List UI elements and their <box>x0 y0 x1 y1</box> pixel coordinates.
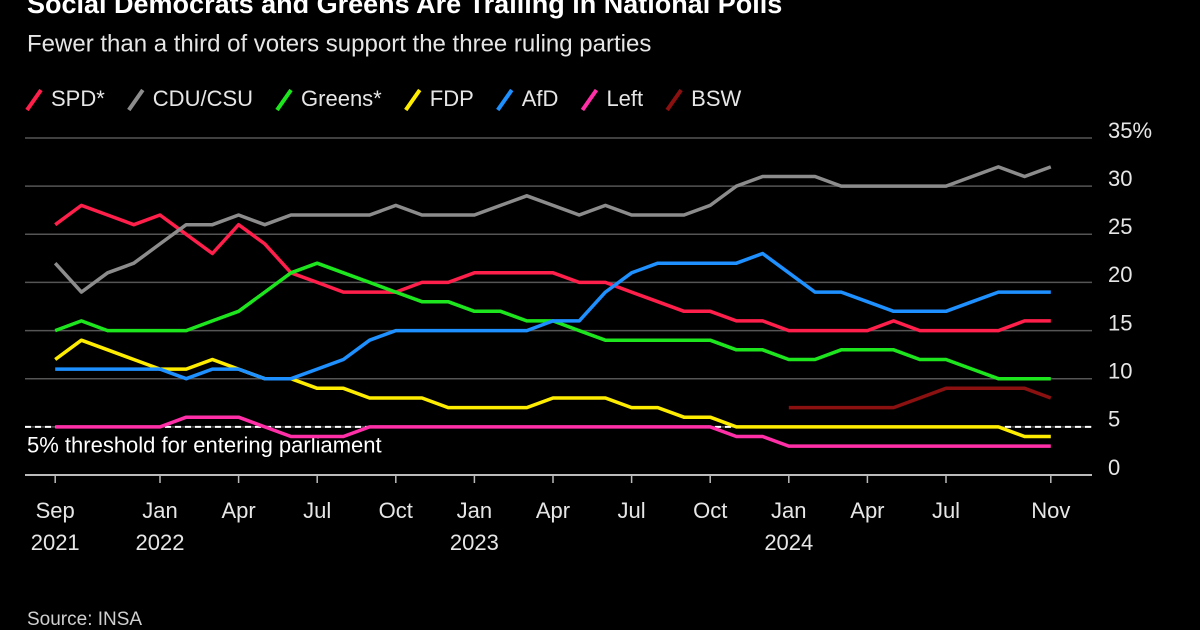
y-tick-label: 0 <box>1108 455 1120 480</box>
legend-label: FDP <box>430 86 474 111</box>
chart-subtitle: Fewer than a third of voters support the… <box>27 30 651 57</box>
chart-title: Social Democrats and Greens Are Trailing… <box>27 0 782 19</box>
x-tick-label: Jul <box>303 498 331 523</box>
y-tick-label: 35% <box>1108 118 1152 143</box>
x-tick-label-part: 2022 <box>136 530 185 555</box>
legend-label: Greens* <box>301 86 382 111</box>
x-tick-label: Jan 2023 <box>450 498 499 555</box>
x-tick-label-part: 2023 <box>450 530 499 555</box>
legend-swatch <box>580 88 599 112</box>
x-tick-label-part: Apr <box>221 498 255 523</box>
y-tick-label: 30 <box>1108 166 1132 191</box>
series-line <box>55 251 1051 381</box>
legend: SPD* CDU/CSU Greens* FDP AfD Left BSW <box>25 86 741 112</box>
x-tick-label-part: Jan <box>457 498 492 523</box>
legend-label: CDU/CSU <box>153 86 253 111</box>
x-tick-label: Jul <box>618 498 646 523</box>
x-tick-label: Nov <box>1031 498 1070 523</box>
legend-swatch <box>496 88 514 112</box>
x-tick-label: Jan 2022 <box>136 498 185 555</box>
grid: 0 5 10 15 20 25 30 35% Sep 2021 Jan 2022 Apr Jul Oct Ja… <box>25 118 1152 555</box>
x-tick-label-part: 2024 <box>764 530 813 555</box>
x-tick-label-part: Jul <box>618 498 646 523</box>
x-tick-label-part: 2021 <box>31 530 80 555</box>
x-tick-label-part: Apr <box>850 498 884 523</box>
x-tick-label: Sep 2021 <box>31 498 80 555</box>
x-tick-label-part: Oct <box>693 498 727 523</box>
legend-label: SPD* <box>51 86 105 111</box>
x-tick-label: Apr <box>850 498 884 523</box>
series-line <box>53 165 1052 294</box>
legend-label: BSW <box>691 86 741 111</box>
legend-label: Left <box>606 86 643 111</box>
x-tick-label: Jan 2024 <box>764 498 813 555</box>
legend-label: AfD <box>522 86 559 111</box>
x-tick-label-part: Jul <box>303 498 331 523</box>
legend-swatch <box>275 88 293 112</box>
legend-swatch <box>404 88 422 112</box>
x-tick-label-part: Jan <box>142 498 177 523</box>
series-line <box>55 415 1051 448</box>
series-line <box>788 386 1052 410</box>
x-tick-label: Oct <box>379 498 413 523</box>
series-line <box>54 203 1051 333</box>
y-tick-label: 10 <box>1108 359 1132 384</box>
x-tick-label-part: Oct <box>379 498 413 523</box>
x-tick-label: Jul <box>932 498 960 523</box>
legend-swatch <box>25 88 43 112</box>
series-line <box>54 338 1051 439</box>
y-tick-label: 20 <box>1108 262 1132 287</box>
lines <box>53 165 1052 448</box>
legend-swatch <box>127 88 145 112</box>
x-tick-label-part: Nov <box>1031 498 1070 523</box>
x-tick-label-part: Apr <box>536 498 570 523</box>
x-tick-label: Apr <box>221 498 255 523</box>
y-tick-label: 5 <box>1108 407 1120 432</box>
x-tick-label: Oct <box>693 498 727 523</box>
y-tick-label: 15 <box>1108 310 1132 335</box>
source: Source: INSA <box>27 609 142 630</box>
legend-swatch <box>665 88 683 112</box>
y-tick-label: 25 <box>1108 214 1132 239</box>
x-tick-label-part: Jan <box>771 498 806 523</box>
x-tick-label-part: Sep <box>36 498 75 523</box>
x-tick-label-part: Jul <box>932 498 960 523</box>
x-tick-label: Apr <box>536 498 570 523</box>
